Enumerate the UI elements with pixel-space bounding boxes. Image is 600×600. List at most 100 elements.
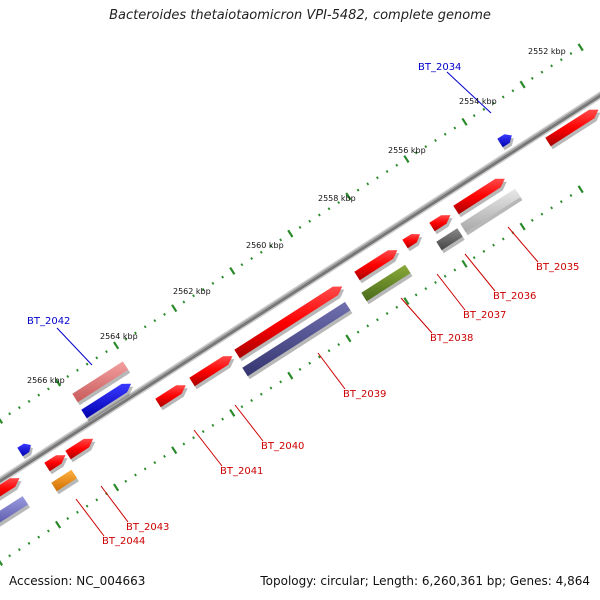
inner-track-tick [211,423,215,427]
gene-left-upper[interactable] [0,478,20,501]
inner-track-tick [434,280,437,284]
gene-label-bt2042[interactable]: BT_2042 [27,316,70,327]
inner-track-tick [461,259,468,268]
tick-label-2556: 2556 kbp [388,146,426,155]
gene-bt2036-upper[interactable] [429,215,451,232]
outer-track-tick [85,362,89,366]
inner-track-tick [395,305,399,309]
gene-bt2042-marker[interactable] [17,443,31,457]
gene-labels: BT_2034 BT_2035 BT_2036 BT_2037 BT_2038 … [27,62,579,547]
gene-bt2038-lower[interactable] [361,264,411,302]
inner-track-tick [482,249,486,253]
inner-track-tick [403,297,410,306]
outer-track-tick [269,244,273,248]
gene-bt2044-lower[interactable] [51,469,77,492]
inner-track-tick [424,287,428,291]
gene-bt2040-upper[interactable] [189,356,233,387]
gene-label-bt2039[interactable]: BT_2039 [343,389,386,400]
tick-label-2558: 2558 kbp [318,194,356,203]
outer-track-tick [95,356,99,360]
outer-track-tick [317,213,321,217]
gene-bt2039-lower[interactable] [242,301,351,377]
inner-track-tick [66,517,70,521]
inner-track-tick [501,237,505,241]
outer-track-tick [76,368,79,372]
outer-track-tick [356,188,360,192]
outer-track-tick [182,300,186,304]
gene-bt2034-upper[interactable] [545,109,599,147]
inner-track-tick [171,446,178,455]
gene-label-bt2036[interactable]: BT_2036 [493,291,536,302]
leader-bt2040 [234,404,264,442]
outer-track-tick [153,319,157,323]
outer-track-tick [414,151,418,155]
gene-bt2039-upper[interactable] [234,286,343,359]
outer-track-tick [559,58,563,62]
outer-track-tick [8,412,12,416]
inner-track-tick [163,454,166,458]
gene-left-lower[interactable] [0,496,28,527]
gene-label-bt2038[interactable]: BT_2038 [430,333,473,344]
leader-bt2043 [100,485,129,523]
gene-label-bt2037[interactable]: BT_2037 [463,310,506,321]
inner-track-tick [259,392,263,396]
topology-text: Topology: circular; Length: 6,260,361 bp… [260,574,590,588]
gene-bt2034-marker[interactable] [497,134,512,148]
outer-track-tick [229,266,236,275]
outer-track-tick [259,250,263,254]
outer-track-tick [163,312,166,316]
outer-track-tick [453,126,457,130]
gene-label-bt2035[interactable]: BT_2035 [536,262,579,273]
gene-label-bt2043[interactable]: BT_2043 [126,522,169,533]
gene-bt2035-lower[interactable] [460,188,521,233]
outer-track-tick [492,101,495,105]
gene-bt2036-lower[interactable] [436,228,463,251]
inner-track-tick [345,334,352,343]
leader-bt2042 [56,327,93,366]
inner-track-tick [453,268,457,272]
inner-track-tick [308,361,312,365]
outer-track-tick [0,417,4,424]
inner-track-tick [229,408,236,417]
leader-bt2041 [193,429,223,467]
inner-track-tick [269,386,273,390]
gene-bt2043-upper[interactable] [65,438,94,460]
outer-track-tick [105,350,108,354]
gene-bt2038-upper[interactable] [354,250,398,281]
gene-label-bt2034[interactable]: BT_2034 [418,62,461,73]
gene-label-bt2040[interactable]: BT_2040 [261,441,304,452]
inner-track-tick [279,380,283,384]
inner-track-tick [414,293,418,297]
map-title: Bacteroides thetaiotaomicron VPI-5482, c… [109,8,491,23]
outer-track-tick [519,80,526,89]
leader-bt2037 [436,273,466,311]
gene-features [0,109,600,527]
outer-track-tick [530,76,534,80]
inner-track-tick [27,541,31,545]
label-leaders [56,71,539,537]
inner-track-tick [530,218,534,222]
inner-track-tick [0,559,4,566]
inner-track-tick [182,442,186,446]
outer-track-tick [385,170,389,174]
outer-track-tick [250,256,254,260]
inner-track-tick [337,343,341,347]
outer-track-tick [540,70,544,74]
gene-bt2037-upper[interactable] [402,234,421,249]
outer-track-tick [403,155,410,164]
inner-track-tick [443,274,447,278]
gene-label-bt2044[interactable]: BT_2044 [102,536,145,547]
gene-label-bt2041[interactable]: BT_2041 [220,466,263,477]
inner-track-tick [356,330,360,334]
gene-bt2035-upper[interactable] [453,178,505,215]
outer-track-tick [424,145,428,149]
gene-bt2042-blue[interactable] [81,383,132,419]
gene-bt2044-upper[interactable] [44,455,66,472]
inner-track-tick [550,206,554,210]
outer-track-tick [550,64,554,68]
gene-bt2042-pink[interactable] [72,361,129,403]
inner-track-tick [95,498,99,502]
inner-track-tick [201,430,205,434]
gene-bt2041-upper[interactable] [155,385,186,408]
